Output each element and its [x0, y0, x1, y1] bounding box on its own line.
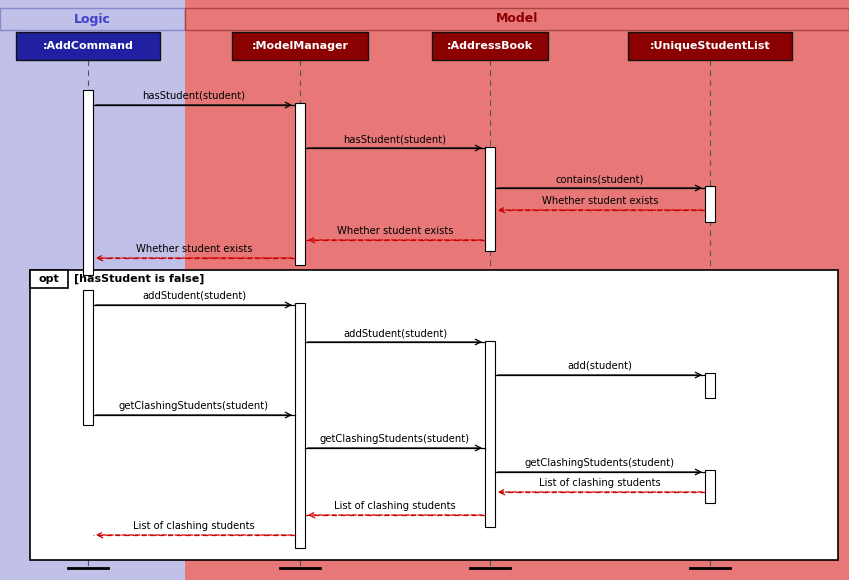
Text: hasStudent(student): hasStudent(student)	[143, 91, 245, 101]
Text: :AddressBook: :AddressBook	[447, 41, 533, 51]
Bar	[185, 0, 849, 580]
Bar	[232, 32, 368, 60]
Text: getClashingStudents(student): getClashingStudents(student)	[119, 401, 269, 411]
Text: getClashingStudents(student): getClashingStudents(student)	[320, 434, 470, 444]
Text: hasStudent(student): hasStudent(student)	[344, 134, 447, 144]
Bar	[83, 290, 93, 425]
Text: contains(student): contains(student)	[556, 174, 644, 184]
Text: Whether student exists: Whether student exists	[542, 196, 658, 206]
Bar	[485, 341, 495, 527]
Text: addStudent(student): addStudent(student)	[343, 328, 447, 338]
Text: add(student): add(student)	[568, 361, 633, 371]
Bar	[30, 270, 838, 560]
Bar	[83, 90, 93, 275]
Text: :AddCommand: :AddCommand	[42, 41, 133, 51]
Bar	[485, 147, 495, 251]
Text: getClashingStudents(student): getClashingStudents(student)	[525, 458, 675, 468]
Bar	[705, 470, 715, 503]
Text: Model: Model	[496, 13, 538, 26]
Text: opt: opt	[38, 274, 59, 284]
Text: [hasStudent is false]: [hasStudent is false]	[74, 274, 205, 284]
Text: :ModelManager: :ModelManager	[251, 41, 348, 51]
Text: addStudent(student): addStudent(student)	[142, 291, 246, 301]
Text: Logic: Logic	[74, 13, 111, 26]
Text: Whether student exists: Whether student exists	[136, 244, 252, 254]
Bar	[16, 32, 160, 60]
Bar	[705, 373, 715, 398]
Bar	[628, 32, 792, 60]
Bar	[0, 0, 185, 580]
Text: List of clashing students: List of clashing students	[133, 521, 255, 531]
Bar	[0, 8, 185, 30]
Bar	[185, 8, 849, 30]
Text: :UniqueStudentList: :UniqueStudentList	[649, 41, 770, 51]
Bar	[705, 186, 715, 222]
Bar	[432, 32, 548, 60]
Bar	[295, 303, 305, 548]
Bar	[295, 103, 305, 265]
Text: Whether student exists: Whether student exists	[337, 226, 453, 236]
Text: List of clashing students: List of clashing students	[335, 501, 456, 511]
Text: List of clashing students: List of clashing students	[539, 478, 661, 488]
Bar	[30, 270, 68, 288]
